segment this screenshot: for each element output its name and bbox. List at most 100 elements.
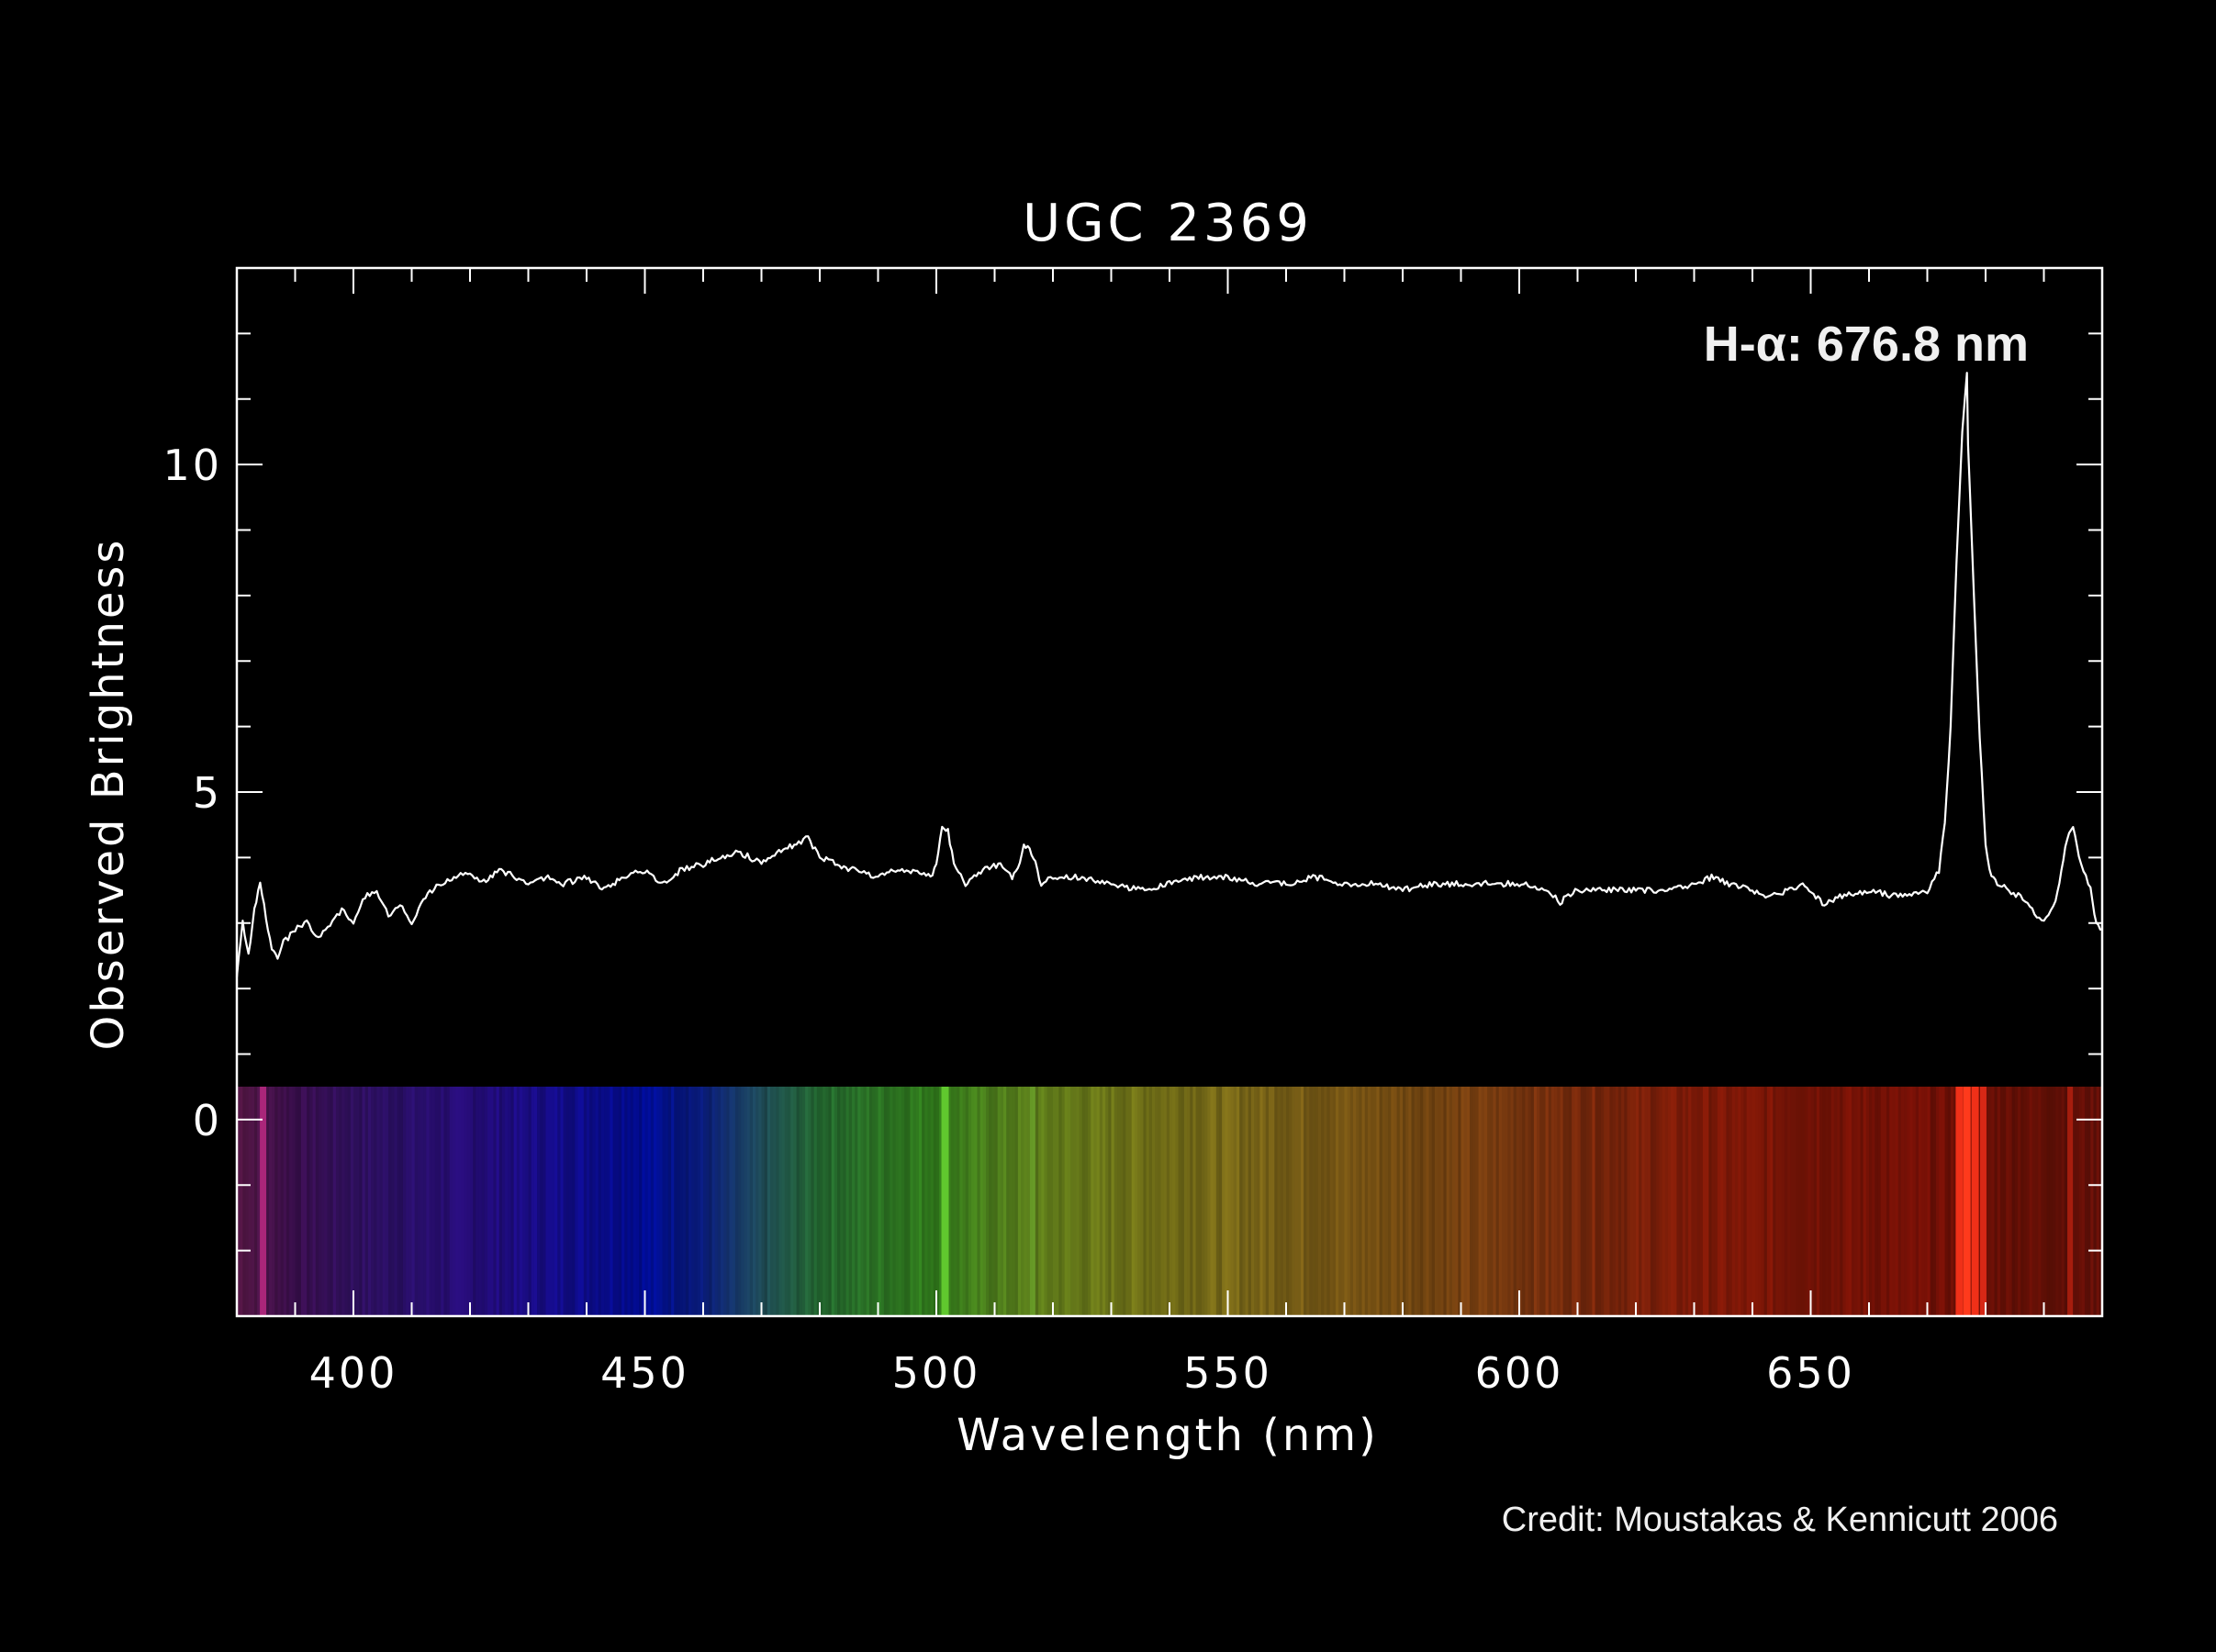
spectrum-stripe [2061,1087,2065,1316]
spectrum-stripe [971,1087,975,1316]
spectrum-stripe [1525,1087,1529,1316]
spectrum-stripe [1123,1087,1126,1316]
spectrum-stripe [1897,1087,1902,1316]
spectrum-stripe [2084,1087,2088,1316]
spectrum-stripe [1918,1087,1922,1316]
spectrum-stripe [1942,1087,1946,1316]
spectrum-stripe [1714,1087,1718,1316]
spectrum-stripe [1116,1087,1121,1316]
spectrum-stripe [1889,1087,1893,1316]
spectrum-stripe [1183,1087,1188,1316]
spectrum-stripe [1009,1087,1013,1316]
spectrum-stripe [2011,1087,2016,1316]
spectrum-stripe [773,1087,777,1316]
spectrum-stripe [2098,1087,2103,1316]
spectrum-stripe [1708,1087,1713,1316]
spectrum-stripe [1446,1087,1450,1316]
spectrum-stripe [1120,1087,1124,1316]
spectrum-stripe [892,1087,897,1316]
spectrum-stripe [537,1087,541,1316]
spectrum-stripe [1088,1087,1091,1316]
x-tick-label: 600 [1475,1348,1564,1398]
spectrum-stripe [717,1087,722,1316]
spectrum-stripe [245,1087,250,1316]
spectrum-stripe [1108,1087,1113,1316]
spectrum-stripe [1353,1087,1357,1316]
spectrum-stripe [399,1087,404,1316]
spectrum-stripe [309,1087,314,1316]
spectrum-stripe [531,1087,535,1316]
spectrum-stripe [388,1087,392,1316]
spectrum-stripe [808,1087,812,1316]
spectrum-stripe [848,1087,853,1316]
spectrum-stripe [1006,1087,1010,1316]
spectrum-stripe [1778,1087,1783,1316]
spectrum-stripe [1606,1087,1611,1316]
spectrum-stripe [979,1087,984,1316]
spectrum-stripe [1711,1087,1716,1316]
spectrum-stripe [2053,1087,2056,1316]
spectrum-stripe [318,1087,322,1316]
spectrum-stripe [572,1087,576,1316]
spectrum-stripe [1568,1087,1572,1316]
spectrum-stripe [788,1087,791,1316]
spectrum-stripe [1163,1087,1168,1316]
spectrum-stripe [1195,1087,1200,1316]
spectrum-stripe [901,1087,905,1316]
spectrum-stripe [1391,1087,1395,1316]
spectrum-stripe [1907,1087,1911,1316]
spectrum-stripe [1053,1087,1057,1316]
spectrum-stripe [1041,1087,1046,1316]
spectrum-stripe [1058,1087,1063,1316]
spectrum-stripe [1854,1087,1858,1316]
spectrum-stripe [749,1087,754,1316]
spectrum-stripe [1994,1087,1998,1316]
spectrum-stripe [957,1087,960,1316]
spectrum-stripe [982,1087,987,1316]
spectrum-stripe [939,1087,943,1316]
spectrum-stripe [1516,1087,1520,1316]
spectrum-stripe [706,1087,710,1316]
spectrum-stripe [1332,1087,1337,1316]
spectrum-stripe [554,1087,558,1316]
spectrum-stripe [1807,1087,1812,1316]
spectrum-stripe [968,1087,972,1316]
spectrum-stripe [1787,1087,1791,1316]
spectrum-stripe [1939,1087,1942,1316]
x-axis-label: Wavelength (nm) [957,1410,1379,1461]
spectrum-stripe [1664,1087,1669,1316]
spectrum-stripe [1667,1087,1672,1316]
spectrum-stripe [2017,1087,2021,1316]
spectrum-stripe [1371,1087,1374,1316]
spectrum-stripe [1912,1087,1917,1316]
spectrum-stripe [887,1087,890,1316]
y-tick-label: 10 [162,441,222,490]
y-axis-label: Observed Brightness [83,538,134,1051]
spectrum-stripe [816,1087,821,1316]
spectrum-stripe [2055,1087,2059,1316]
spectrum-stripe [455,1087,459,1316]
spectrum-stripe [1434,1087,1438,1316]
spectrum-stripe [1315,1087,1319,1316]
spectrum-stripe [545,1087,550,1316]
spectrum-stripe [1359,1087,1363,1316]
emission-line-stripe [2067,1087,2074,1316]
spectrum-stripe [1691,1087,1696,1316]
spectrum-stripe [1761,1087,1765,1316]
spectrum-stripe [1904,1087,1908,1316]
spectrum-stripe [1306,1087,1310,1316]
spectrum-stripe [1860,1087,1864,1316]
spectrum-stripe [1833,1087,1838,1316]
spectrum-stripe [674,1087,678,1316]
spectrum-stripe [656,1087,660,1316]
spectrum-stripe [959,1087,964,1316]
spectrum-stripe [880,1087,885,1316]
spectrum-stripe [610,1087,614,1316]
spectrum-stripe [843,1087,847,1316]
spectrum-stripe [933,1087,937,1316]
spectrum-stripe [583,1087,588,1316]
spectrum-stripe [1393,1087,1398,1316]
spectrum-stripe [1289,1087,1293,1316]
spectrum-stripe [1921,1087,1925,1316]
spectrum-stripe [726,1087,731,1316]
